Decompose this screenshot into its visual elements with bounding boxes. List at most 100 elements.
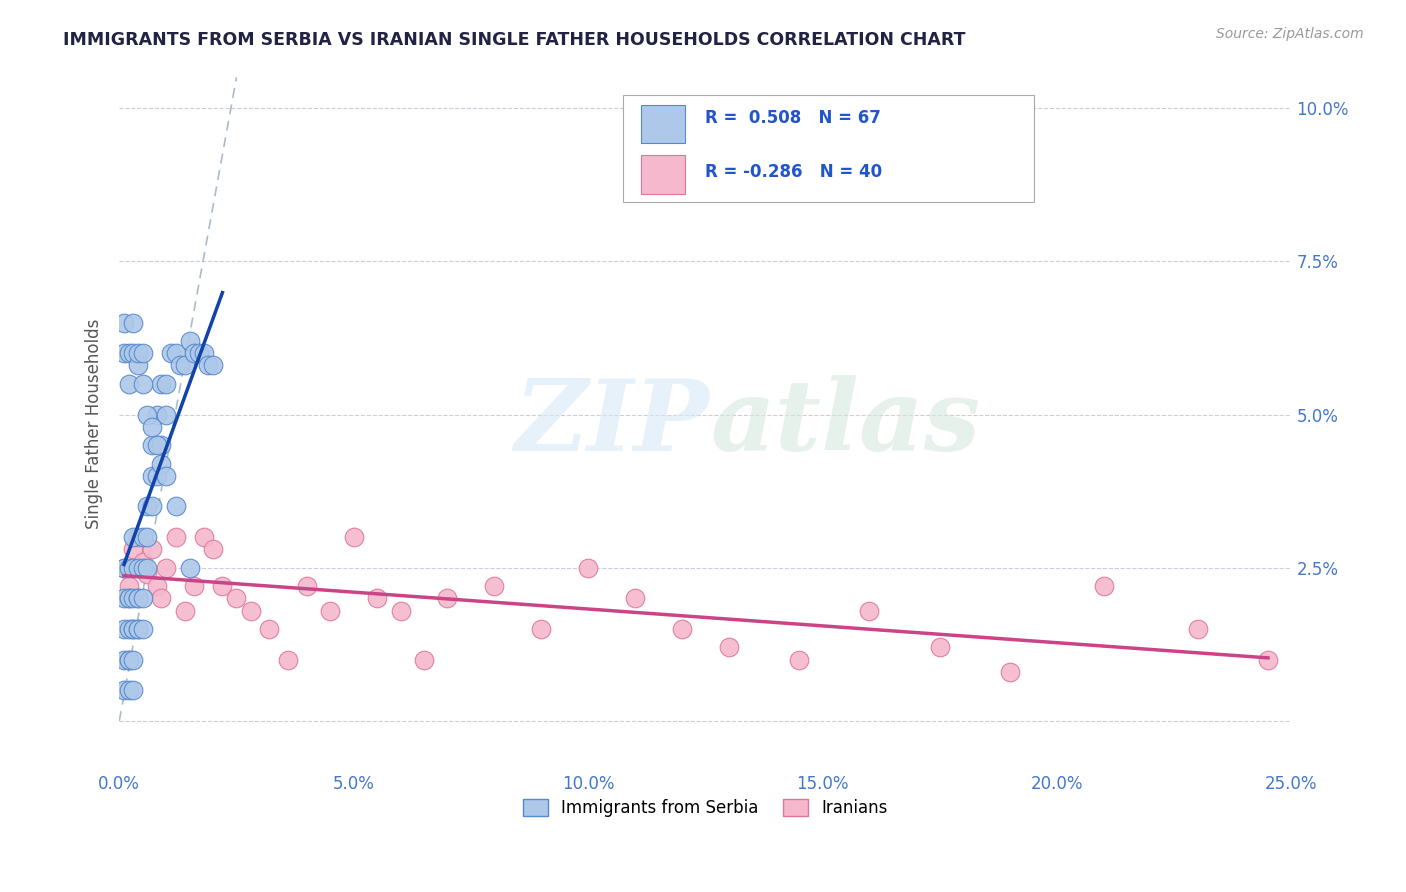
Point bbox=[118, 376, 141, 391]
Text: ZIP: ZIP bbox=[515, 376, 709, 472]
Point bbox=[150, 457, 173, 471]
Text: R =  0.508   N = 67: R = 0.508 N = 67 bbox=[706, 110, 882, 128]
Point bbox=[193, 346, 215, 360]
Point bbox=[118, 591, 141, 606]
Point bbox=[366, 591, 388, 606]
Point bbox=[436, 591, 458, 606]
Point bbox=[671, 622, 693, 636]
Point bbox=[141, 438, 163, 452]
Point bbox=[118, 591, 141, 606]
Point bbox=[112, 683, 135, 698]
Point bbox=[155, 376, 177, 391]
Point bbox=[165, 500, 187, 514]
Point bbox=[169, 359, 191, 373]
Point bbox=[174, 359, 197, 373]
Point bbox=[389, 604, 412, 618]
Point bbox=[132, 591, 155, 606]
Point bbox=[183, 346, 205, 360]
Point bbox=[118, 560, 141, 574]
Point bbox=[127, 591, 149, 606]
Point bbox=[118, 653, 141, 667]
Point bbox=[179, 560, 201, 574]
Point bbox=[202, 542, 225, 557]
Point bbox=[155, 560, 177, 574]
Point bbox=[122, 622, 145, 636]
Point bbox=[155, 468, 177, 483]
Point bbox=[146, 468, 169, 483]
Point bbox=[127, 359, 149, 373]
Point bbox=[787, 653, 810, 667]
Point bbox=[259, 622, 281, 636]
Point bbox=[155, 408, 177, 422]
Point bbox=[998, 665, 1021, 679]
Point bbox=[132, 555, 155, 569]
Point bbox=[132, 530, 155, 544]
Point bbox=[132, 560, 155, 574]
Point bbox=[197, 359, 219, 373]
Point bbox=[413, 653, 436, 667]
Point bbox=[118, 346, 141, 360]
Point bbox=[136, 560, 159, 574]
Point bbox=[118, 653, 141, 667]
Point bbox=[112, 653, 135, 667]
Point bbox=[160, 346, 183, 360]
Point bbox=[343, 530, 366, 544]
Point bbox=[239, 604, 262, 618]
Point bbox=[295, 579, 318, 593]
Point bbox=[141, 419, 163, 434]
Point bbox=[576, 560, 599, 574]
Point bbox=[211, 579, 233, 593]
Text: atlas: atlas bbox=[711, 376, 981, 472]
Point bbox=[858, 604, 880, 618]
Point bbox=[150, 376, 173, 391]
Point bbox=[183, 579, 205, 593]
Point bbox=[136, 566, 159, 581]
Point bbox=[122, 316, 145, 330]
Point bbox=[174, 604, 197, 618]
Point bbox=[1257, 653, 1279, 667]
Point bbox=[146, 579, 169, 593]
Bar bbox=[641, 155, 686, 194]
Point bbox=[136, 500, 159, 514]
Point bbox=[122, 591, 145, 606]
Point bbox=[484, 579, 506, 593]
Point bbox=[225, 591, 247, 606]
Point bbox=[179, 334, 201, 348]
Point bbox=[122, 683, 145, 698]
Point bbox=[165, 346, 187, 360]
Y-axis label: Single Father Households: Single Father Households bbox=[86, 318, 103, 529]
Point bbox=[136, 530, 159, 544]
Point bbox=[146, 438, 169, 452]
Point bbox=[122, 346, 145, 360]
Point bbox=[112, 622, 135, 636]
Point bbox=[150, 438, 173, 452]
Point bbox=[112, 560, 135, 574]
Point bbox=[127, 591, 149, 606]
Point bbox=[277, 653, 299, 667]
Point bbox=[112, 346, 135, 360]
Point bbox=[127, 346, 149, 360]
Point bbox=[165, 530, 187, 544]
Point bbox=[141, 542, 163, 557]
Point bbox=[150, 591, 173, 606]
Point bbox=[122, 542, 145, 557]
Point bbox=[122, 530, 145, 544]
Point bbox=[624, 591, 647, 606]
Point bbox=[112, 560, 135, 574]
Point bbox=[136, 408, 159, 422]
Point bbox=[1187, 622, 1209, 636]
Point bbox=[202, 359, 225, 373]
Point bbox=[1092, 579, 1115, 593]
Point bbox=[319, 604, 342, 618]
Point bbox=[112, 316, 135, 330]
Point bbox=[146, 408, 169, 422]
Point bbox=[122, 560, 145, 574]
Point bbox=[112, 591, 135, 606]
Point bbox=[132, 376, 155, 391]
Point bbox=[118, 622, 141, 636]
Text: R = -0.286   N = 40: R = -0.286 N = 40 bbox=[706, 163, 883, 181]
Point bbox=[530, 622, 553, 636]
Point bbox=[188, 346, 211, 360]
Bar bbox=[641, 105, 686, 143]
Point bbox=[141, 468, 163, 483]
